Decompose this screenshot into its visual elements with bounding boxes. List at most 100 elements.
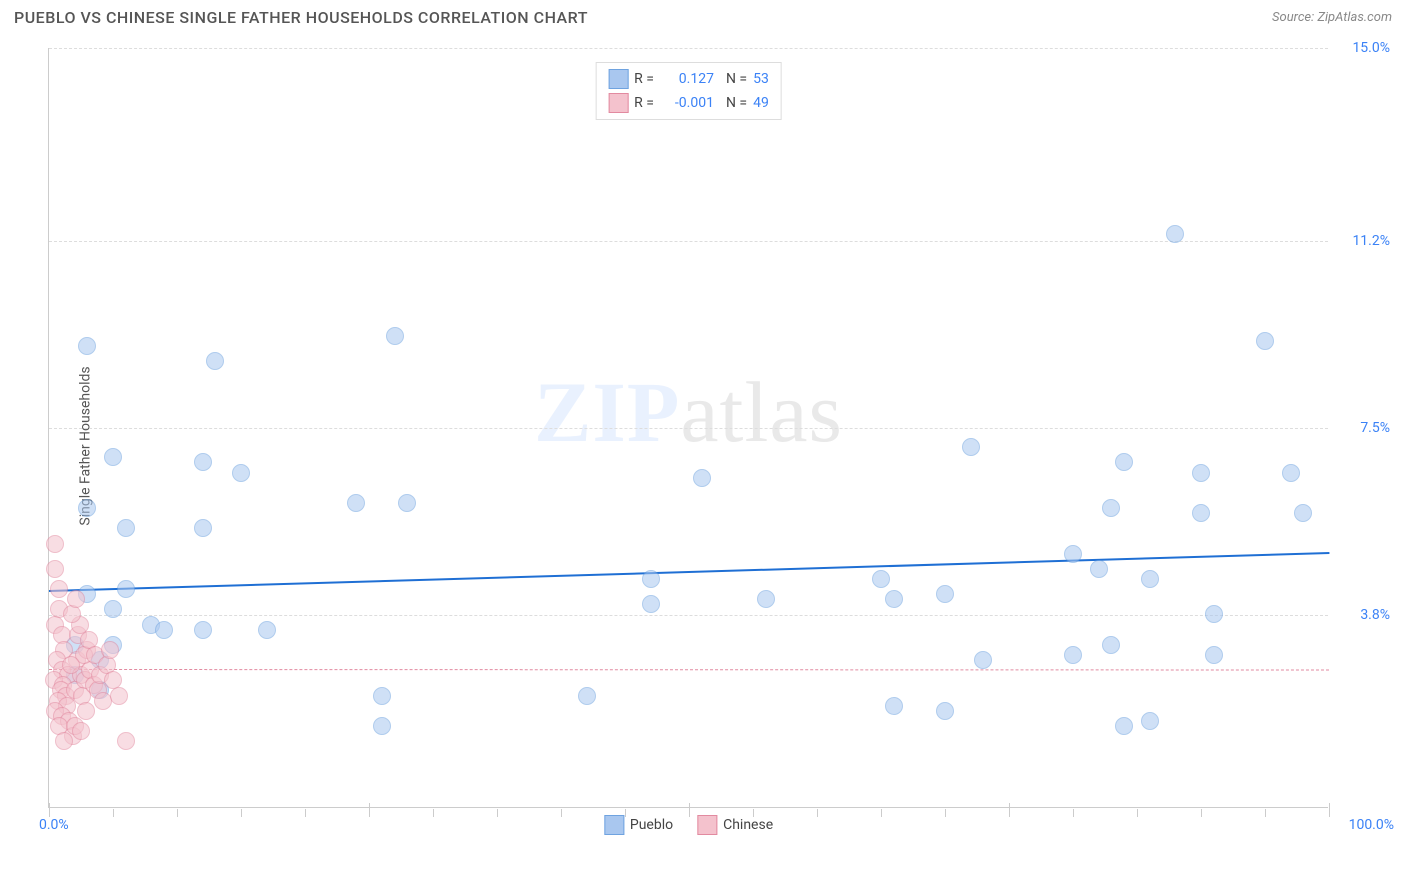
- x-tick: [753, 809, 754, 817]
- y-tick-label: 15.0%: [1334, 40, 1390, 56]
- data-point: [578, 687, 596, 705]
- data-point: [55, 732, 73, 750]
- data-point: [155, 621, 173, 639]
- x-tick: [689, 803, 690, 817]
- legend-row-pueblo: R = 0.127 N = 53: [608, 67, 769, 91]
- data-point: [757, 590, 775, 608]
- data-point: [72, 722, 90, 740]
- data-point: [258, 621, 276, 639]
- x-tick: [241, 809, 242, 817]
- source-link[interactable]: ZipAtlas.com: [1317, 10, 1392, 25]
- data-point: [1115, 717, 1133, 735]
- data-point: [77, 702, 95, 720]
- data-point: [1205, 605, 1223, 623]
- data-point: [46, 560, 64, 578]
- plot-area: ZIPatlas R = 0.127 N = 53 R = -0.001 N =…: [48, 48, 1328, 808]
- data-point: [1064, 646, 1082, 664]
- data-point: [1205, 646, 1223, 664]
- data-point: [885, 590, 903, 608]
- series-legend: Pueblo Chinese: [604, 815, 773, 835]
- data-point: [347, 494, 365, 512]
- x-tick: [561, 809, 562, 817]
- x-tick: [433, 809, 434, 817]
- data-point: [373, 717, 391, 735]
- x-tick: [49, 803, 50, 817]
- data-point: [1256, 332, 1274, 350]
- x-tick: [1137, 809, 1138, 817]
- data-point: [936, 702, 954, 720]
- x-axis-max-label: 100.0%: [1349, 817, 1394, 833]
- data-point: [1166, 225, 1184, 243]
- data-point: [1282, 464, 1300, 482]
- data-point: [67, 590, 85, 608]
- x-axis-min-label: 0.0%: [39, 817, 69, 833]
- x-tick: [817, 809, 818, 817]
- gridline: [49, 241, 1328, 242]
- data-point: [936, 585, 954, 603]
- data-point: [872, 570, 890, 588]
- data-point: [50, 580, 68, 598]
- trendline-pueblo: [49, 552, 1329, 592]
- x-tick: [113, 809, 114, 817]
- x-tick: [305, 809, 306, 817]
- data-point: [398, 494, 416, 512]
- data-point: [78, 337, 96, 355]
- data-point: [94, 692, 112, 710]
- data-point: [232, 464, 250, 482]
- data-point: [110, 687, 128, 705]
- source-attribution: Source: ZipAtlas.com: [1272, 10, 1392, 25]
- data-point: [194, 519, 212, 537]
- r-value-chinese: -0.001: [660, 95, 714, 111]
- x-tick: [625, 809, 626, 817]
- x-tick: [881, 809, 882, 817]
- data-point: [117, 519, 135, 537]
- gridline: [49, 615, 1328, 616]
- chart-container: Single Father Households ZIPatlas R = 0.…: [0, 36, 1406, 856]
- x-tick: [1265, 809, 1266, 817]
- data-point: [962, 438, 980, 456]
- data-point: [974, 651, 992, 669]
- data-point: [104, 600, 122, 618]
- y-tick-label: 11.2%: [1334, 233, 1390, 249]
- legend-item-pueblo: Pueblo: [604, 815, 673, 835]
- x-tick: [1329, 803, 1330, 817]
- data-point: [1090, 560, 1108, 578]
- swatch-chinese-bottom: [697, 815, 717, 835]
- data-point: [194, 453, 212, 471]
- swatch-pueblo: [608, 69, 628, 89]
- n-value-pueblo: 53: [753, 71, 769, 87]
- data-point: [1102, 499, 1120, 517]
- gridline: [49, 428, 1328, 429]
- data-point: [1192, 504, 1210, 522]
- x-tick: [177, 809, 178, 817]
- gridline: [49, 48, 1328, 49]
- data-point: [78, 499, 96, 517]
- legend-row-chinese: R = -0.001 N = 49: [608, 91, 769, 115]
- data-point: [1141, 570, 1159, 588]
- r-value-pueblo: 0.127: [660, 71, 714, 87]
- data-point: [46, 535, 64, 553]
- legend-item-chinese: Chinese: [697, 815, 773, 835]
- data-point: [386, 327, 404, 345]
- data-point: [1064, 545, 1082, 563]
- data-point: [373, 687, 391, 705]
- data-point: [117, 580, 135, 598]
- data-point: [642, 570, 660, 588]
- y-tick-label: 3.8%: [1334, 607, 1390, 623]
- data-point: [642, 595, 660, 613]
- x-tick: [1073, 809, 1074, 817]
- n-value-chinese: 49: [753, 95, 769, 111]
- data-point: [117, 732, 135, 750]
- swatch-chinese: [608, 93, 628, 113]
- x-tick: [497, 809, 498, 817]
- data-point: [1102, 636, 1120, 654]
- data-point: [63, 605, 81, 623]
- y-tick-label: 7.5%: [1334, 420, 1390, 436]
- data-point: [1141, 712, 1159, 730]
- data-point: [1192, 464, 1210, 482]
- correlation-legend: R = 0.127 N = 53 R = -0.001 N = 49: [595, 62, 782, 120]
- data-point: [693, 469, 711, 487]
- swatch-pueblo-bottom: [604, 815, 624, 835]
- data-point: [101, 641, 119, 659]
- chart-title: PUEBLO VS CHINESE SINGLE FATHER HOUSEHOL…: [14, 8, 588, 27]
